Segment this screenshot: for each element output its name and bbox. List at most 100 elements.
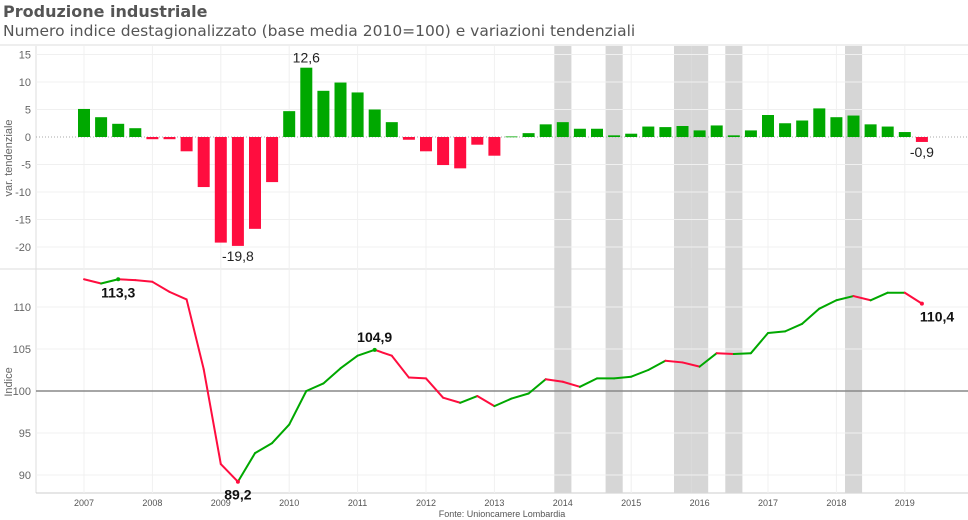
x-tick-label: 2009 <box>211 498 231 508</box>
line-segment <box>305 382 325 392</box>
bar <box>454 137 467 169</box>
bar-y-tick-label: 5 <box>25 105 31 117</box>
line-segment <box>254 442 274 455</box>
x-tick-label: 2007 <box>74 498 94 508</box>
line-y-axis-label: Indice <box>3 367 15 396</box>
bar <box>710 125 723 137</box>
bar <box>608 135 621 137</box>
line-data-label: 110,4 <box>920 309 954 325</box>
line-segment <box>630 369 650 378</box>
bar <box>197 137 210 188</box>
x-tick-label: 2015 <box>621 498 641 508</box>
shaded-band <box>725 46 743 493</box>
line-segment <box>749 332 769 355</box>
line-segment <box>664 359 684 364</box>
line-segment <box>715 352 735 356</box>
line-y-tick-label: 110 <box>13 302 31 314</box>
line-segment <box>356 348 376 357</box>
bar <box>727 135 740 137</box>
bar <box>796 120 809 137</box>
line-segment <box>784 322 804 333</box>
line-segment <box>869 291 889 302</box>
bar <box>676 126 689 137</box>
bar-y-tick-label: -20 <box>15 242 31 254</box>
shaded-band <box>605 46 623 493</box>
bar <box>881 126 894 137</box>
bar <box>898 132 911 137</box>
source-note: Fonte: Unioncamere Lombardia <box>439 509 566 519</box>
line-segment <box>271 423 291 445</box>
bar <box>368 109 381 137</box>
line-segment <box>425 377 445 399</box>
x-tick-label: 2019 <box>895 498 915 508</box>
bar <box>95 117 108 137</box>
line-segment <box>83 278 103 285</box>
x-tick-label: 2018 <box>826 498 846 508</box>
chart-subtitle: Numero indice destagionalizzato (base me… <box>3 22 636 40</box>
bar <box>471 137 484 145</box>
bar <box>146 137 159 140</box>
bar <box>642 126 655 137</box>
bar <box>180 137 193 152</box>
bar <box>762 115 774 137</box>
bar <box>847 115 860 137</box>
line-segment <box>219 463 239 483</box>
line-segment <box>151 280 171 293</box>
bar <box>249 137 261 229</box>
bar <box>573 128 586 137</box>
bar-data-label: -0,9 <box>910 144 934 160</box>
bar <box>163 137 176 140</box>
bar <box>283 111 296 137</box>
shaded-band <box>674 46 692 493</box>
bar <box>112 123 125 137</box>
x-tick-label: 2013 <box>484 498 504 508</box>
line-segment <box>236 452 256 483</box>
bar <box>744 130 757 137</box>
line-segment <box>544 378 564 383</box>
line-segment <box>373 348 393 357</box>
line-point <box>372 347 377 352</box>
bar <box>659 127 672 137</box>
x-tick-label: 2012 <box>416 498 436 508</box>
line-data-label: 104,9 <box>357 329 392 345</box>
line-segment <box>561 380 581 388</box>
line-segment <box>852 295 872 302</box>
line-segment <box>322 367 342 385</box>
shaded-band <box>845 46 863 493</box>
chart-title: Produzione industriale <box>3 2 208 21</box>
line-segment <box>493 397 513 408</box>
x-tick-label: 2011 <box>348 498 367 508</box>
line-y-tick-label: 105 <box>13 344 31 356</box>
bar <box>334 82 347 137</box>
line-segment <box>613 375 633 380</box>
bar <box>625 133 638 137</box>
line-segment <box>818 299 838 310</box>
bar-y-axis-label: var. tendenziale <box>3 119 15 196</box>
line-segment <box>801 307 821 325</box>
bar <box>864 124 877 137</box>
line-segment <box>647 359 667 371</box>
line-segment <box>835 295 855 302</box>
bar <box>437 137 450 166</box>
line-y-tick-label: 90 <box>19 470 31 482</box>
line-segment <box>339 354 359 370</box>
bar <box>539 124 552 137</box>
bar-data-label: 12,6 <box>293 50 320 66</box>
line-y-tick-label: 100 <box>13 386 31 398</box>
line-point <box>116 277 121 282</box>
bar <box>779 123 792 137</box>
bar <box>420 137 432 152</box>
line-segment <box>459 395 479 404</box>
x-tick-label: 2017 <box>758 498 778 508</box>
line-y-tick-label: 95 <box>19 428 31 440</box>
line-segment <box>288 390 308 426</box>
bar <box>266 137 279 183</box>
shaded-band <box>554 46 572 493</box>
line-segment <box>185 298 205 371</box>
line-segment <box>681 361 701 368</box>
bar <box>214 137 227 243</box>
bar <box>300 67 313 137</box>
line-segment <box>442 396 462 404</box>
bar <box>556 122 569 137</box>
line-segment <box>510 392 530 400</box>
